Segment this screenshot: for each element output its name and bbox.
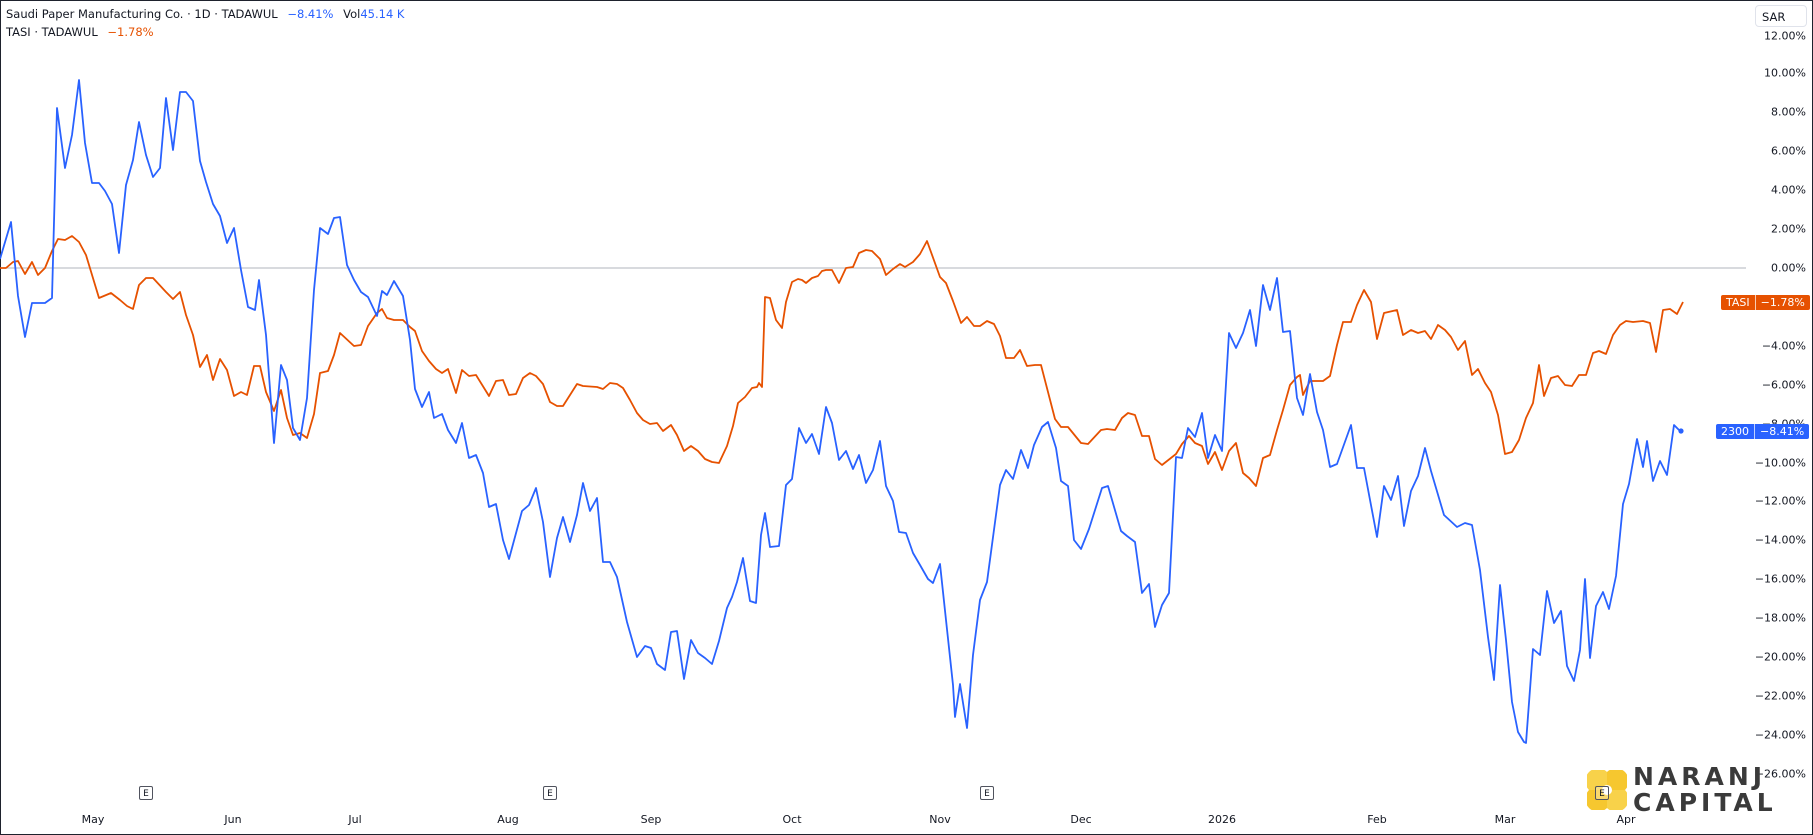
y-tick: −16.00% <box>1754 572 1806 586</box>
x-tick: Jul <box>348 813 362 826</box>
naranj-capital-logo: E NARANJ CAPITAL <box>1585 758 1773 818</box>
y-tick: 8.00% <box>1771 105 1806 119</box>
chart-legend: Saudi Paper Manufacturing Co. · 1D · TAD… <box>6 5 404 41</box>
main-price-tag: 2300 −8.41% <box>1716 424 1810 439</box>
y-tick: −24.00% <box>1754 728 1806 742</box>
x-tick: Dec <box>1070 813 1092 826</box>
earnings-marker[interactable]: E <box>543 786 557 800</box>
legend-compare-series[interactable]: TASI · TADAWUL −1.78% <box>6 23 404 41</box>
y-tick: −10.00% <box>1754 456 1806 470</box>
x-tick: May <box>81 813 105 826</box>
y-tick: 12.00% <box>1764 29 1806 43</box>
tasi-price-tag: TASI −1.78% <box>1721 295 1810 310</box>
x-tick: Jun <box>224 813 242 826</box>
volume-label: Vol <box>343 7 361 21</box>
x-tick: Oct <box>782 813 802 826</box>
y-tick: −4.00% <box>1761 339 1806 353</box>
earnings-marker[interactable]: E <box>980 786 994 800</box>
y-tick: −26.00% <box>1754 767 1806 781</box>
y-tick: −18.00% <box>1754 611 1806 625</box>
x-tick: 2026 <box>1208 813 1236 826</box>
y-tick: 4.00% <box>1771 183 1806 197</box>
x-tick: Feb <box>1367 813 1387 826</box>
series-line-2300 <box>0 79 1681 744</box>
y-tick: −22.00% <box>1754 689 1806 703</box>
y-axis[interactable]: 12.00% 10.00% 8.00% 6.00% 4.00% 2.00% 0.… <box>1752 0 1812 835</box>
y-tick: 6.00% <box>1771 144 1806 158</box>
logo-mark-icon <box>1587 770 1627 810</box>
series-line-tasi <box>0 235 1684 487</box>
x-tick: Sep <box>640 813 662 826</box>
main-tag-symbol: 2300 <box>1716 424 1755 439</box>
logo-line2: CAPITAL <box>1633 788 1777 817</box>
y-tick: −6.00% <box>1761 378 1806 392</box>
legend-main-series[interactable]: Saudi Paper Manufacturing Co. · 1D · TAD… <box>6 5 404 23</box>
y-tick: 0.00% <box>1771 261 1806 275</box>
tasi-tag-symbol: TASI <box>1721 295 1756 310</box>
x-tick: Aug <box>497 813 519 826</box>
y-tick: 2.00% <box>1771 222 1806 236</box>
y-tick: −12.00% <box>1754 494 1806 508</box>
earnings-marker[interactable]: E <box>139 786 153 800</box>
x-tick: Mar <box>1494 813 1516 826</box>
y-tick: 10.00% <box>1764 66 1806 80</box>
tasi-tag-value: −1.78% <box>1760 296 1805 309</box>
main-change: −8.41% <box>287 7 334 21</box>
last-price-dot <box>1678 428 1684 434</box>
earnings-marker[interactable]: E <box>1595 786 1609 800</box>
x-tick: Nov <box>929 813 951 826</box>
compare-change: −1.78% <box>107 25 154 39</box>
y-tick: −14.00% <box>1754 533 1806 547</box>
currency-button[interactable]: SAR <box>1755 5 1807 27</box>
logo-line1: NARANJ <box>1633 762 1767 791</box>
volume-value: 45.14 K <box>360 7 405 21</box>
y-tick: −20.00% <box>1754 650 1806 664</box>
main-symbol: Saudi Paper Manufacturing Co. · 1D · TAD… <box>6 7 278 21</box>
compare-symbol: TASI · TADAWUL <box>6 25 98 39</box>
x-tick: Apr <box>1616 813 1636 826</box>
main-tag-value: −8.41% <box>1760 425 1805 438</box>
